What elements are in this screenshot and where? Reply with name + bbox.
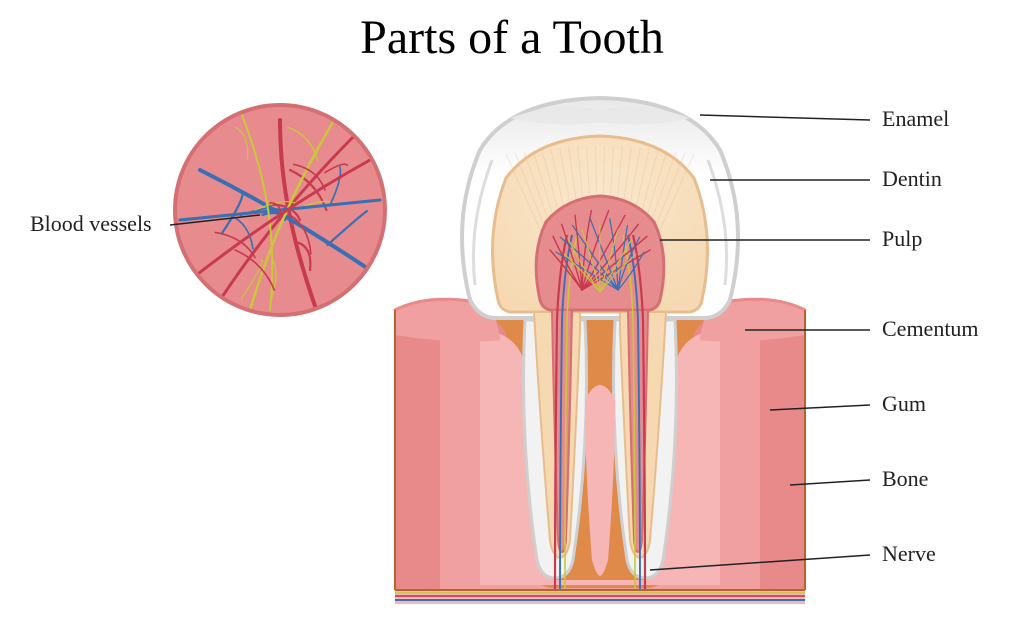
label-dentin: Dentin — [882, 166, 942, 192]
label-nerve: Nerve — [882, 541, 936, 567]
diagram-svg — [0, 0, 1024, 639]
leader-line — [700, 115, 870, 120]
diagram-stage: Parts of a Tooth Enamel Dentin Pulp Ceme… — [0, 0, 1024, 639]
label-blood-vessels: Blood vessels — [30, 211, 152, 237]
label-pulp: Pulp — [882, 226, 922, 252]
label-bone: Bone — [882, 466, 928, 492]
label-enamel: Enamel — [882, 106, 949, 132]
label-cementum: Cementum — [882, 316, 979, 342]
label-gum: Gum — [882, 391, 926, 417]
